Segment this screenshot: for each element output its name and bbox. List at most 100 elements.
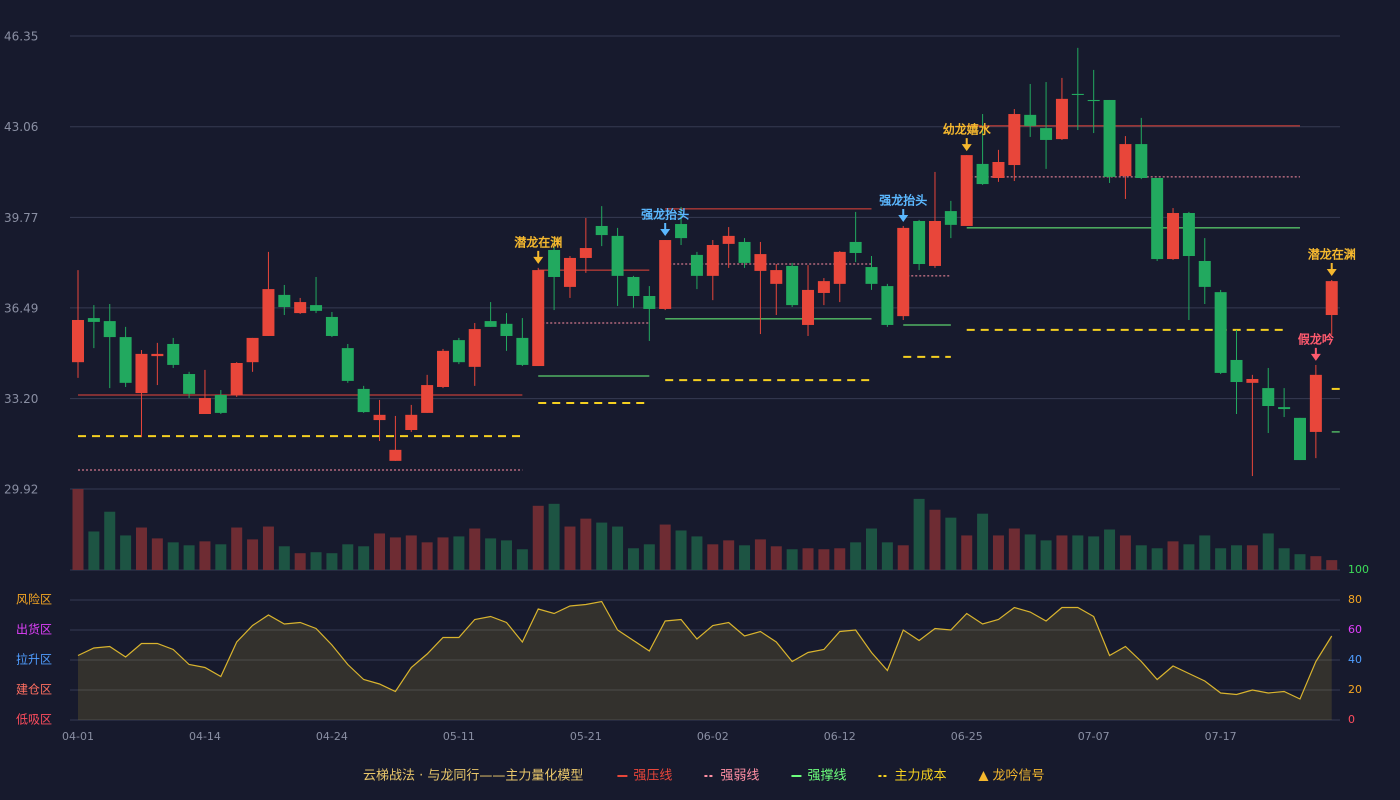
x-tick-label: 05-21: [570, 730, 602, 743]
zone-label: 低吸区: [16, 713, 52, 727]
candle-body: [960, 155, 973, 226]
volume-bar: [1326, 560, 1338, 570]
volume-bar: [120, 535, 132, 570]
volume-bar: [992, 535, 1004, 570]
volume-bar: [739, 545, 751, 570]
volume-bar: [389, 537, 401, 570]
signal-arrow: [1310, 347, 1321, 361]
candle-body: [373, 414, 386, 421]
volume-bar: [199, 541, 211, 570]
candle-body: [913, 221, 926, 265]
signal-label: 潜龙在渊: [514, 234, 562, 249]
candle-body: [1214, 292, 1227, 373]
signal-arrow: [898, 208, 909, 222]
candle-body: [1182, 213, 1195, 257]
zone-label: 风险区: [16, 592, 52, 607]
candle-body: [754, 254, 767, 271]
volume-bar: [612, 526, 624, 570]
x-tick-label: 04-14: [189, 730, 221, 743]
volume-bar: [1310, 556, 1322, 570]
signal-arrow: [961, 138, 972, 152]
volume-bar: [866, 528, 877, 570]
volume-bar: [850, 542, 862, 570]
volume-bar: [802, 548, 814, 570]
candle-body: [452, 340, 465, 363]
candle-body: [690, 254, 703, 276]
volume-bar: [262, 526, 274, 570]
candle-body: [500, 323, 513, 336]
candle-body: [548, 249, 561, 277]
signal-arrow: [660, 223, 671, 237]
candle-body: [167, 343, 180, 365]
candle-body: [310, 305, 323, 311]
y2-tick-label: 80: [1348, 593, 1362, 606]
y2-tick-label: 60: [1348, 623, 1362, 636]
y-tick-label: 46.35: [4, 30, 38, 44]
candle-body: [706, 244, 719, 276]
x-tick-label: 05-11: [443, 730, 475, 743]
candle-body: [278, 294, 291, 308]
volume-bar: [564, 526, 576, 570]
candle-body: [1103, 99, 1116, 177]
volume-bar: [1262, 533, 1274, 570]
volume-bar: [691, 536, 703, 570]
volume-bar: [627, 548, 639, 570]
candle-body: [944, 211, 957, 225]
legend-swatch: [978, 771, 989, 781]
x-tick-label: 07-17: [1205, 730, 1237, 743]
volume-bar: [278, 546, 290, 570]
volume-bar: [1167, 541, 1179, 570]
zone-label: 出货区: [16, 622, 52, 637]
volume-bar: [151, 538, 163, 570]
candle-body: [738, 241, 751, 263]
volume-bar: [1008, 528, 1020, 570]
candle-body: [1262, 388, 1275, 407]
volume-bar: [167, 542, 179, 570]
candle-body: [294, 302, 307, 314]
volume-bar: [945, 517, 957, 570]
candle-body: [1087, 99, 1100, 102]
y2-tick-label: 20: [1348, 683, 1362, 696]
volume-bar: [104, 511, 116, 570]
volume-bar: [1215, 548, 1227, 570]
candle-body: [897, 227, 910, 317]
volume-bar: [1278, 548, 1290, 570]
volume-bar: [1294, 554, 1306, 570]
volume-bar: [1151, 548, 1163, 570]
candle-body: [1040, 128, 1053, 140]
candle-body: [405, 414, 418, 430]
candle-body: [341, 348, 354, 381]
volume-bar: [374, 533, 386, 570]
candle-body: [135, 353, 148, 394]
volume-bar: [1199, 535, 1211, 570]
y-tick-label: 29.92: [4, 483, 38, 497]
legend-label: 强撑线: [807, 769, 846, 784]
volume-bar: [675, 530, 687, 570]
candle-body: [770, 270, 783, 284]
candle-body: [722, 235, 735, 244]
candle-body: [87, 318, 100, 322]
signal-label: 幼龙嬉水: [943, 122, 992, 137]
candle-body: [1293, 417, 1306, 461]
volume-bar: [405, 535, 417, 570]
candle-body: [611, 235, 624, 276]
x-tick-label: 04-24: [316, 730, 348, 743]
candle-body: [72, 319, 84, 363]
volume-bar: [437, 537, 449, 570]
candle-body: [833, 251, 846, 284]
legend-label: 主力成本: [894, 769, 946, 784]
y2-tick-label: 0: [1348, 713, 1355, 726]
candle-body: [389, 449, 402, 461]
volume-bar: [881, 542, 893, 570]
volume-bar: [786, 549, 798, 570]
volume-bar: [913, 498, 925, 570]
volume-bar: [580, 518, 592, 570]
volume-bar: [1183, 544, 1195, 570]
candle-body: [119, 337, 132, 383]
candle-body: [468, 329, 481, 367]
volume-bar: [707, 544, 719, 570]
candle-body: [865, 267, 878, 284]
y-tick-label: 39.77: [4, 211, 38, 225]
zone-label: 建仓区: [16, 683, 52, 697]
volume-bar: [1088, 536, 1100, 570]
